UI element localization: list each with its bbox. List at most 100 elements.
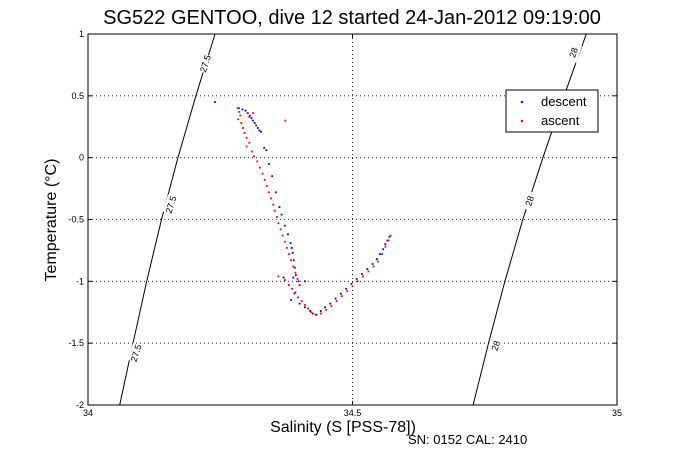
legend-label-descent: descent [541, 94, 587, 109]
y-tick-label: -2 [76, 400, 84, 410]
descent-point [256, 127, 259, 129]
contour-label-background [521, 190, 539, 212]
legend-marker-ascent [520, 119, 524, 123]
descent-point [295, 274, 297, 277]
descent-point [345, 287, 348, 290]
ascent-point [367, 270, 370, 273]
contour-label: 28 [567, 46, 580, 59]
ascent-point [236, 107, 239, 110]
ascent-point [293, 292, 296, 295]
ascent-point [310, 311, 313, 314]
legend-box [505, 89, 599, 133]
legend: descent ascent [505, 89, 599, 133]
ascent-point [325, 308, 327, 311]
x-tick-label: 34.5 [344, 408, 362, 418]
descent-point [244, 109, 247, 112]
ascent-point [377, 260, 379, 263]
ascent-point [268, 191, 270, 194]
descent-point [237, 107, 240, 110]
descent-point [253, 122, 256, 124]
x-axis-label: Salinity (S [PSS-78]) [270, 419, 416, 436]
descent-point [297, 280, 300, 283]
ascent-point [251, 150, 253, 153]
descent-point [292, 276, 295, 279]
ascent-point [298, 284, 301, 286]
ascent-point [372, 265, 375, 268]
ascent-point [288, 253, 290, 255]
descent-point [384, 243, 387, 246]
descent-point [250, 117, 253, 119]
legend-marker-descent [520, 100, 524, 104]
ascent-point [381, 253, 383, 255]
ascent-point [248, 141, 251, 144]
ascent-point [245, 137, 248, 139]
descent-point [350, 282, 353, 285]
y-tick-label: 0.5 [71, 91, 84, 101]
descent-point [271, 175, 273, 178]
descent-point [309, 310, 312, 312]
ascent-point [259, 166, 261, 169]
ascent-point [384, 245, 387, 248]
descent-point [274, 191, 277, 194]
ascent-point [294, 271, 297, 274]
descent-point [268, 163, 270, 165]
y-axis-label: Temperature (°C) [43, 159, 60, 282]
ascent-point [341, 295, 343, 298]
contour-label-background [487, 335, 505, 357]
ascent-point [283, 279, 286, 281]
y-tick-label: -0.5 [68, 215, 84, 225]
ascent-point [248, 116, 251, 118]
descent-point [265, 149, 268, 152]
descent-point [255, 124, 258, 127]
descent-point [379, 253, 381, 255]
descent-point [388, 235, 391, 238]
contour-label-background [196, 53, 214, 75]
contour-label-background [127, 342, 145, 364]
x-tick-label: 35 [612, 408, 622, 418]
ascent-point [389, 234, 392, 237]
ascent-point [252, 112, 254, 114]
descent-point [311, 312, 314, 315]
descent-point [214, 101, 216, 103]
ascent-point [283, 240, 286, 243]
descent-point [290, 299, 292, 301]
contour-label: 28 [523, 195, 536, 208]
ascent-point [335, 300, 338, 302]
descent-point [287, 233, 289, 236]
ascent-point [290, 259, 292, 262]
ascent-point [256, 160, 259, 163]
descent-point [355, 278, 358, 280]
ascent-point [286, 247, 288, 249]
descent-point [290, 247, 293, 249]
descent-point [304, 280, 306, 283]
descent-point [292, 259, 295, 262]
descent-point [241, 108, 244, 111]
ascent-point [237, 118, 240, 121]
ascent-point [240, 122, 243, 124]
ascent-point [387, 239, 390, 242]
descent-point [304, 306, 306, 309]
ascent-point [270, 197, 272, 200]
grid-lines [88, 34, 617, 405]
ascent-point [265, 185, 268, 187]
ascent-point [277, 222, 280, 225]
descent-point [278, 206, 281, 208]
descent-point [263, 146, 266, 149]
chart-title: SG522 GENTOO, dive 12 started 24-Jan-201… [103, 7, 601, 29]
ascent-point [245, 145, 248, 148]
series-ascent [236, 107, 392, 316]
ascent-point [261, 172, 264, 175]
ascent-point [279, 228, 282, 231]
ascent-point [319, 312, 322, 315]
descent-point [382, 248, 385, 251]
descent-point [291, 252, 294, 254]
descent-point [258, 129, 261, 132]
ascent-point [356, 280, 359, 283]
ascent-point [243, 132, 246, 134]
ascent-point [300, 300, 303, 302]
descent-point [246, 112, 249, 114]
descent-point [293, 266, 296, 269]
descent-point [334, 297, 337, 300]
ascent-point [277, 275, 280, 278]
